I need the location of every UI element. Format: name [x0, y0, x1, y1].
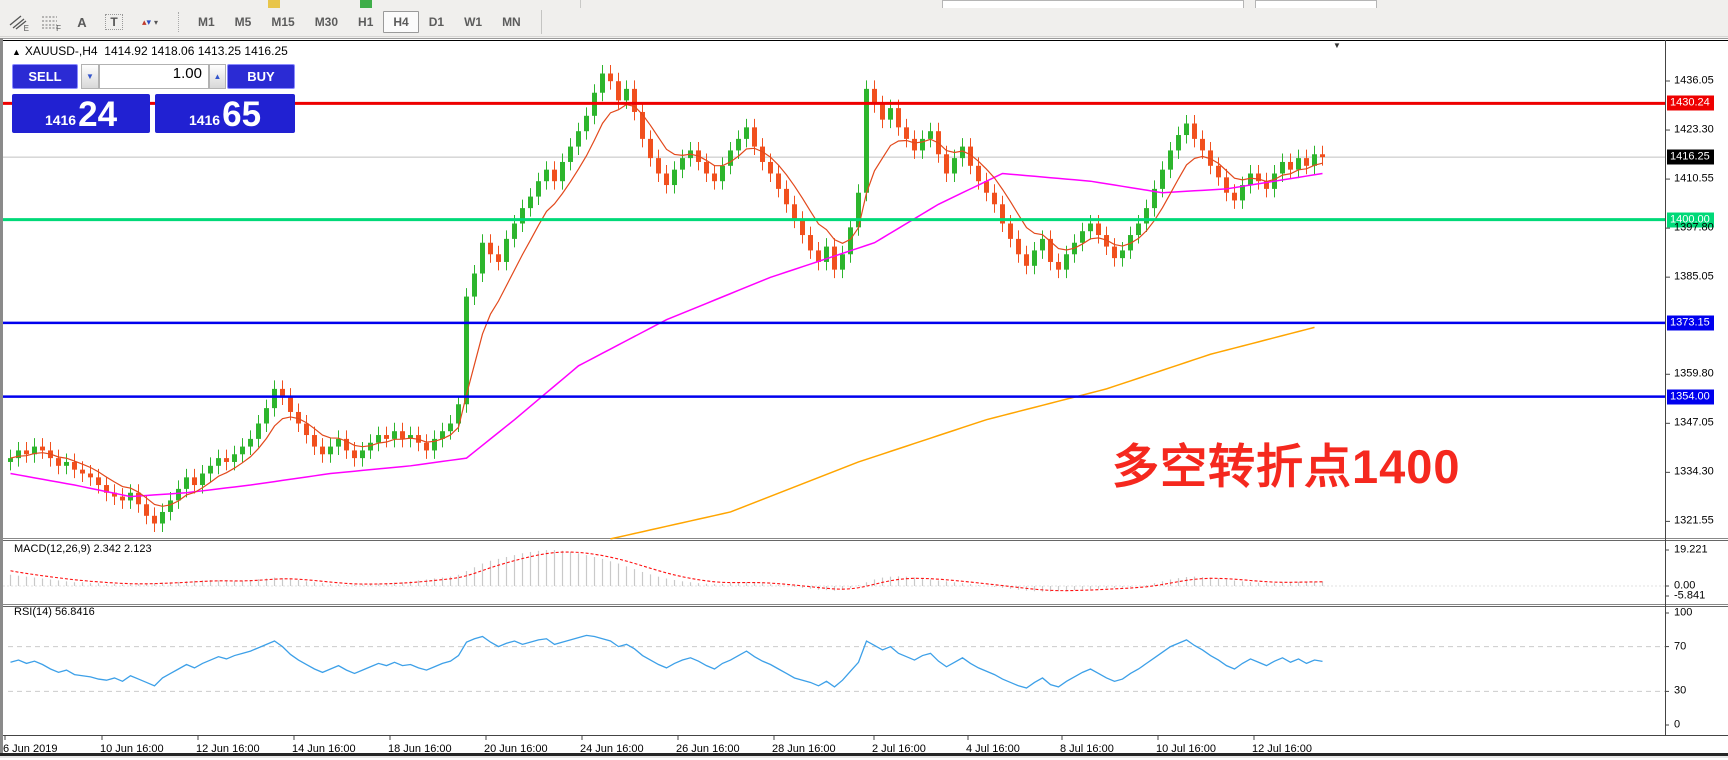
sell-price-display[interactable]: 1416 24: [12, 94, 150, 133]
chart-collapse-icon[interactable]: ▲: [12, 47, 21, 57]
buy-button[interactable]: BUY: [227, 64, 295, 89]
timeframe-button-h1[interactable]: H1: [358, 15, 374, 29]
text-tool-icon[interactable]: A: [77, 14, 87, 30]
timeframe-button-mn[interactable]: MN: [502, 15, 521, 29]
rsi-indicator-label: RSI(14) 56.8416: [14, 606, 95, 618]
horizontal-scrollbar-thumb[interactable]: [0, 753, 1728, 756]
chart-ohlc-values: 1414.92 1418.06 1413.25 1416.25: [104, 44, 288, 58]
buy-price-prefix: 1416: [188, 112, 221, 128]
dropdown-caret-icon: ▾: [154, 17, 159, 27]
volume-decrease-button[interactable]: ▼: [81, 64, 99, 89]
toolbar-fragment-icon: [268, 0, 280, 8]
buy-price-display[interactable]: 1416 65: [155, 94, 295, 133]
toolbar-fragment-dropdown: [942, 0, 1244, 9]
sell-price-big: 24: [78, 94, 118, 134]
timeframe-button-m15[interactable]: M15: [271, 15, 295, 29]
sell-button[interactable]: SELL: [12, 64, 78, 89]
macd-indicator-label: MACD(12,26,9) 2.342 2.123: [14, 543, 152, 555]
horizontal-scrollbar[interactable]: [0, 753, 1728, 758]
sell-price-prefix: 1416: [44, 112, 77, 128]
timeframe-button-w1[interactable]: W1: [464, 15, 483, 29]
timeframe-button-m1[interactable]: M1: [198, 15, 215, 29]
annotation-text: 多空转折点1400: [1112, 440, 1461, 493]
chart-title: ▲ XAUUSD-,H4 1414.92 1418.06 1413.25 1416…: [12, 44, 288, 58]
timeframe-button-h4[interactable]: H4: [383, 11, 419, 33]
chart-symbol-period: XAUUSD-,H4: [24, 44, 98, 58]
buy-price-big: 65: [222, 94, 262, 134]
equidistant-channel-icon[interactable]: E: [4, 10, 32, 34]
volume-increase-button[interactable]: ▲: [209, 64, 226, 89]
timeframe-button-m30[interactable]: M30: [314, 15, 339, 29]
arrow-tools-icon[interactable]: ▴ ▾ ▾: [141, 16, 159, 27]
fibonacci-retracement-icon[interactable]: F: [42, 16, 61, 33]
chart-shift-marker[interactable]: ▼: [1333, 41, 1341, 50]
volume-input[interactable]: 1.00: [99, 64, 209, 89]
timeframe-button-d1[interactable]: D1: [428, 15, 445, 29]
toolbar-separator: [178, 12, 180, 32]
chart-window: 1430.24 1416.25 1400.00 1373.15 1354.00 1436.…: [0, 38, 1728, 760]
toolbar-fragment-dropdown: [1255, 0, 1377, 9]
text-label-icon[interactable]: T: [100, 10, 128, 34]
one-click-trading-panel: SELL ▼ 1.00 ▲ BUY 1416 24 1416 65: [12, 64, 295, 134]
chart-toolbar: E F A T ▴ ▾ ▾ M1 M5 M15 M30 H1 H4 D1 W1 …: [0, 8, 1728, 37]
toolbar-fragment-separator: [580, 0, 581, 8]
timeframe-button-m5[interactable]: M5: [234, 15, 252, 29]
toolbar-separator: [540, 10, 542, 34]
toolbar-fragment-icon: [360, 0, 372, 8]
